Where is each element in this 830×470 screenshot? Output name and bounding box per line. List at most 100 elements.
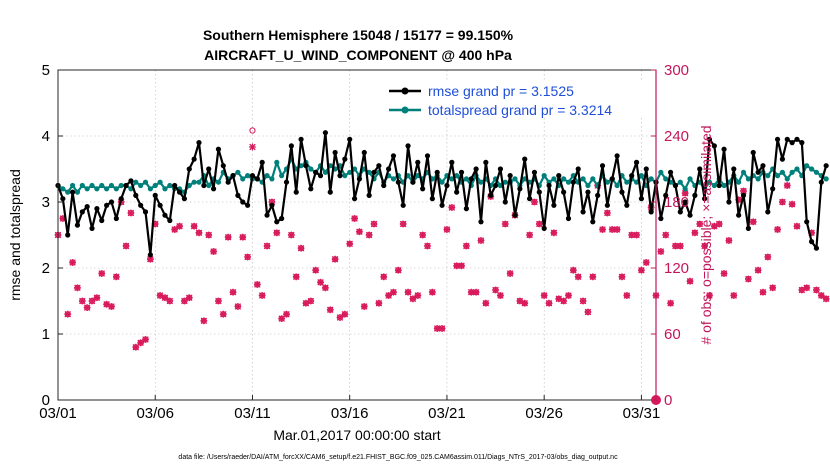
rmse-point	[813, 245, 820, 251]
obs-assimilated-point	[779, 198, 786, 206]
rmse-point	[108, 199, 115, 205]
rmse-point	[123, 182, 129, 189]
obs-assimilated-point	[200, 317, 208, 325]
totalspread-point	[69, 182, 76, 189]
rmse-point	[313, 169, 319, 175]
rmse-point	[322, 130, 328, 136]
obs-assimilated-point	[788, 200, 796, 208]
legend-rmse-marker	[401, 87, 409, 95]
rmse-point	[526, 196, 533, 202]
rmse-point	[449, 159, 455, 165]
rmse-point	[536, 189, 542, 195]
obs-assimilated-point	[83, 304, 91, 311]
rmse-point	[770, 186, 776, 192]
obs-assimilated-point	[803, 284, 811, 292]
obs-assimilated-point	[258, 292, 266, 299]
rmse-point	[410, 179, 416, 185]
totalspread-point	[789, 169, 795, 175]
obs-assimilated-point	[132, 343, 140, 351]
totalspread-point	[84, 186, 90, 192]
totalspread-point	[580, 176, 586, 182]
totalspread-point	[390, 176, 397, 182]
obs-assimilated-point	[98, 270, 106, 277]
obs-assimilated-point	[599, 226, 606, 233]
totalspread-point	[794, 166, 800, 172]
obs-assimilated-point	[331, 255, 339, 263]
rmse-point	[619, 189, 625, 195]
totalspread-point	[108, 182, 115, 189]
rmse-point	[604, 202, 610, 208]
obs-assimilated-point	[375, 299, 383, 307]
left-axis: 0 1 2 3 4 5	[42, 62, 63, 409]
obs-assimilated-point	[93, 294, 101, 302]
obs-assimilated-point	[380, 273, 388, 281]
obs-assimilated-point	[710, 222, 718, 230]
obs-assimilated-point	[720, 270, 728, 277]
totalspread-point	[804, 163, 810, 169]
rmse-point	[254, 176, 260, 182]
y2-tick-label: 60	[664, 326, 681, 343]
x-tick-label: 03/16	[331, 405, 369, 422]
obs-assimilated-point	[448, 204, 456, 211]
rmse-point	[104, 202, 110, 208]
obs-assimilated-point	[467, 288, 475, 296]
obs-assimilated-point	[414, 292, 422, 299]
totalspread-point	[823, 176, 829, 182]
rmse-point	[298, 136, 304, 142]
rmse-point	[386, 166, 392, 172]
obs-assimilated-point	[69, 259, 76, 266]
legend: rmse grand pr = 3.1525 totalspread grand…	[385, 80, 653, 118]
x-tick-label: 03/01	[39, 405, 77, 422]
totalspread-point	[687, 176, 693, 182]
rmse-point	[483, 159, 489, 165]
obs-assimilated-point	[278, 315, 286, 322]
y-axis-label: rmse and totalspread	[7, 169, 23, 301]
totalspread-point	[215, 179, 222, 185]
totalspread-point	[186, 182, 192, 189]
obs-assimilated-point	[307, 297, 315, 305]
totalspread-point	[463, 176, 469, 182]
rmse-point	[113, 215, 119, 222]
obs-assimilated-point	[560, 297, 568, 305]
rmse-point	[303, 163, 309, 169]
obs-assimilated-point	[740, 187, 747, 195]
totalspread-point	[808, 166, 815, 172]
rmse-point	[439, 202, 445, 208]
rmse-point	[517, 186, 523, 192]
rmse-point	[497, 166, 504, 172]
rmse-point	[424, 153, 431, 159]
rmse-point	[818, 179, 824, 185]
totalspread-point	[813, 169, 820, 175]
rmse-point	[186, 166, 192, 172]
obs-assimilated-point	[166, 297, 174, 305]
obs-assimilated-point	[210, 248, 217, 255]
obs-assimilated-point	[438, 325, 446, 332]
rmse-point	[167, 217, 173, 224]
rmse-point	[702, 196, 708, 202]
totalspread-point	[99, 182, 105, 189]
rmse-point	[128, 178, 134, 184]
totalspread-point	[624, 179, 630, 185]
obs-assimilated-point	[686, 277, 694, 285]
obs-assimilated-point	[161, 294, 169, 302]
totalspread-point	[118, 182, 124, 189]
x-tick-label: 03/21	[428, 405, 466, 422]
y2-tick-label: 300	[664, 62, 689, 79]
rmse-point	[225, 179, 231, 185]
rmse-point	[585, 189, 591, 195]
rmse-point	[206, 166, 212, 172]
rmse-point	[721, 146, 727, 152]
obs-assimilated-point	[662, 231, 670, 239]
obs-assimilated-point	[224, 233, 232, 241]
rmse-point	[94, 206, 100, 212]
rmse-point	[556, 173, 562, 179]
obs-assimilated-point	[443, 226, 451, 233]
y2-tick-label: 240	[664, 128, 689, 145]
totalspread-point	[541, 173, 547, 179]
obs-assimilated-point	[817, 292, 825, 299]
rmse-point	[774, 136, 781, 142]
obs-assimilated-point	[555, 295, 563, 303]
obs-assimilated-point	[253, 281, 261, 288]
totalspread-point	[269, 176, 275, 182]
totalspread-point	[157, 179, 163, 185]
